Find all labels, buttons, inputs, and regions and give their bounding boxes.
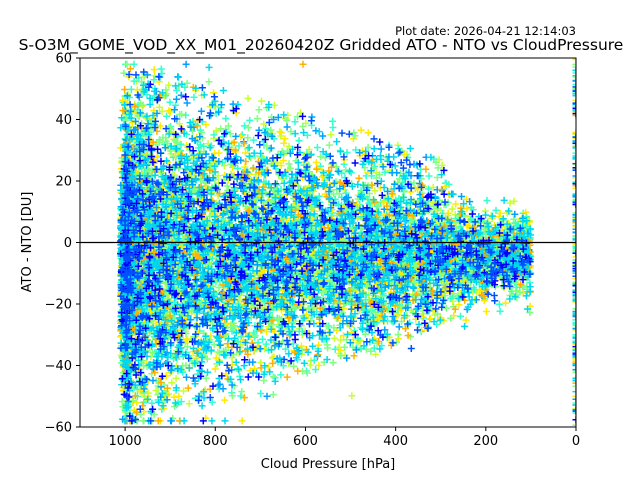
x-tick-label: 1000 bbox=[109, 434, 142, 449]
x-tick-label: 600 bbox=[293, 434, 318, 449]
y-tick-label: 60 bbox=[55, 52, 72, 67]
plot-date: Plot date: 2026-04-21 12:14:03 bbox=[395, 24, 576, 38]
x-tick-label: 400 bbox=[383, 434, 408, 449]
data-points bbox=[117, 58, 576, 427]
y-tick-label: −40 bbox=[45, 359, 72, 374]
x-axis-ticks: 1000 800 600 400 200 0 bbox=[109, 427, 580, 449]
chart-title: S-O3M_GOME_VOD_XX_M01_20260420Z Gridded … bbox=[19, 36, 624, 55]
y-axis-ticks: −60 −40 −20 0 20 40 60 bbox=[45, 52, 80, 436]
x-tick-label: 200 bbox=[473, 434, 498, 449]
scatter-marker-group bbox=[117, 68, 576, 425]
y-tick-label: 0 bbox=[64, 236, 72, 251]
x-tick-label: 800 bbox=[203, 434, 228, 449]
y-tick-label: 20 bbox=[55, 175, 72, 190]
y-tick-label: 40 bbox=[55, 113, 72, 128]
x-axis-label: Cloud Pressure [hPa] bbox=[261, 457, 396, 472]
y-axis-label: ATO - NTO [DU] bbox=[20, 192, 35, 293]
y-tick-label: −20 bbox=[45, 298, 72, 313]
y-tick-label: −60 bbox=[45, 421, 72, 436]
x-tick-label: 0 bbox=[572, 434, 580, 449]
